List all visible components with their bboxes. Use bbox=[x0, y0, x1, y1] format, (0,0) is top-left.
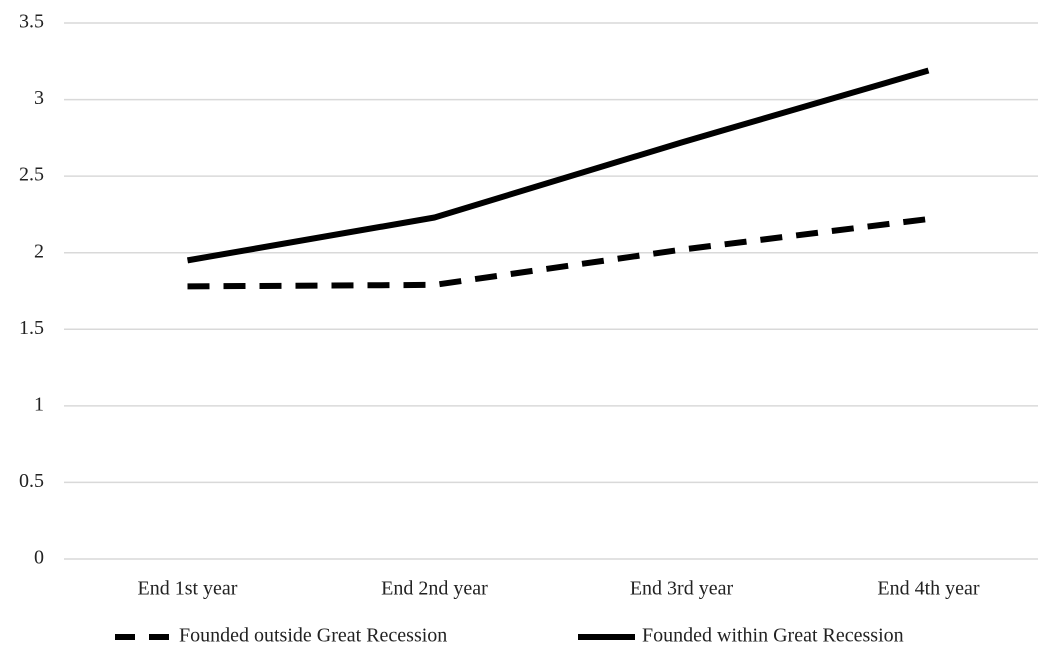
y-tick-label: 1 bbox=[34, 393, 44, 415]
y-tick-label: 2 bbox=[34, 240, 44, 262]
legend-label: Founded outside Great Recession bbox=[179, 625, 447, 647]
y-tick-label: 3.5 bbox=[19, 11, 44, 33]
y-tick-label: 0.5 bbox=[19, 470, 44, 492]
legend-label: Founded within Great Recession bbox=[642, 625, 904, 647]
y-tick-label: 1.5 bbox=[19, 317, 44, 339]
y-tick-label: 0 bbox=[34, 547, 44, 569]
series-line bbox=[186, 67, 930, 264]
x-tick-label: End 1st year bbox=[138, 578, 238, 600]
y-tick-label: 2.5 bbox=[19, 164, 44, 186]
x-tick-label: End 2nd year bbox=[381, 578, 488, 600]
series-line bbox=[187, 216, 929, 290]
x-tick-label: End 3rd year bbox=[630, 578, 734, 600]
y-tick-label: 3 bbox=[34, 87, 44, 109]
x-tick-label: End 4th year bbox=[877, 578, 980, 600]
